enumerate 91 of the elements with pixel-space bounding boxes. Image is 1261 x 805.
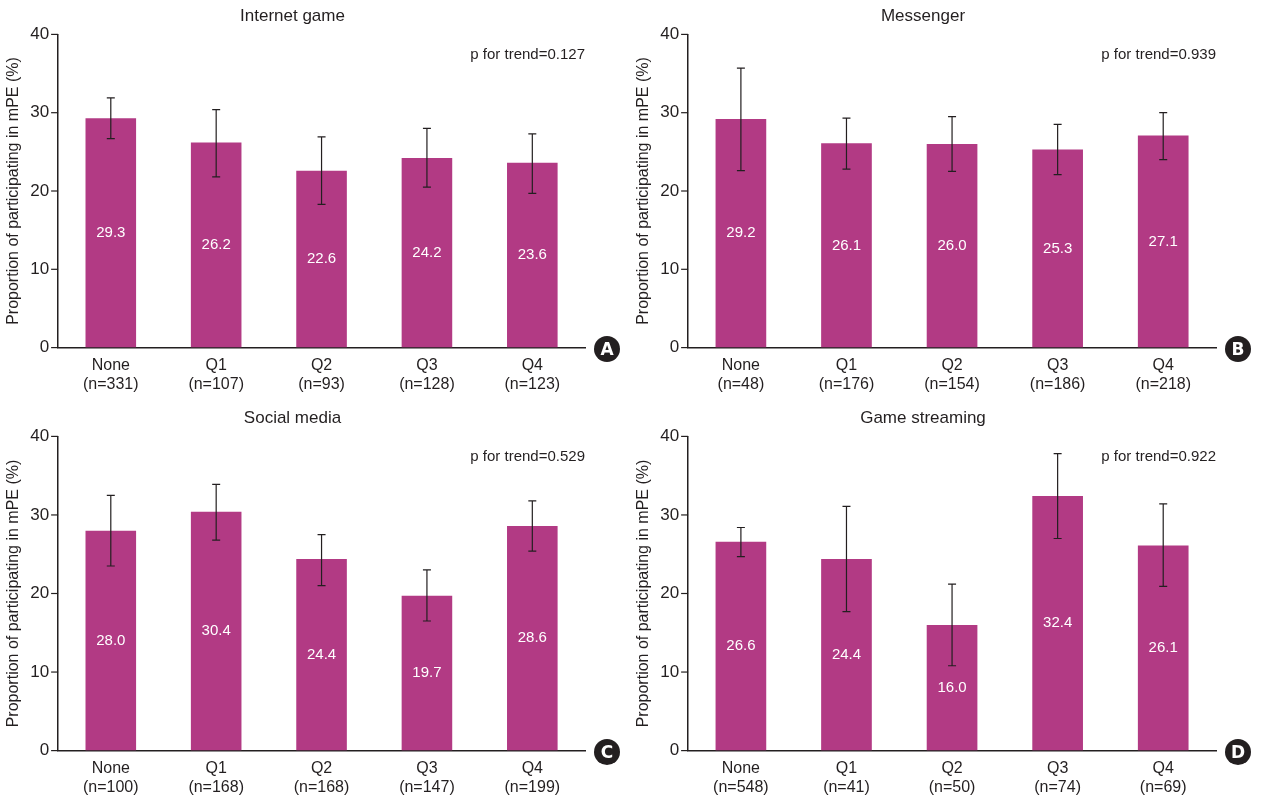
x-tick-label: None (n=548) <box>713 758 769 795</box>
data-label: 26.2 <box>201 235 231 253</box>
x-tick-label: Q4 (n=123) <box>504 355 561 392</box>
x-tick-label: Q1 (n=168) <box>188 758 244 795</box>
data-label: 19.7 <box>412 663 442 681</box>
bar <box>85 530 137 751</box>
data-label: 28.6 <box>517 628 547 646</box>
data-label: 29.2 <box>726 223 756 241</box>
bar <box>821 558 872 751</box>
data-label: 26.1 <box>831 235 862 253</box>
y-tick-label: 10 <box>660 258 680 278</box>
y-tick-label: 40 <box>30 426 50 446</box>
y-tick-label: 40 <box>30 24 50 44</box>
x-tick-label: Q3 (n=147) <box>399 758 455 795</box>
x-tick-label: Q4 (n=69) <box>1139 758 1187 795</box>
data-label: 23.6 <box>517 245 547 263</box>
data-label: 22.6 <box>306 249 337 267</box>
data-label: 25.3 <box>1043 238 1073 256</box>
x-tick-label: Q1 (n=176) <box>818 355 875 392</box>
y-tick-label: 20 <box>30 180 50 200</box>
bar <box>1137 545 1189 751</box>
bar <box>507 525 558 751</box>
y-tick-label: 40 <box>660 426 680 446</box>
y-tick-label: 30 <box>660 102 680 122</box>
bar <box>1032 496 1083 751</box>
x-tick-label: Q2 (n=154) <box>924 355 980 392</box>
y-tick-label: 0 <box>39 740 50 760</box>
x-tick-label: Q3 (n=74) <box>1034 758 1081 795</box>
y-tick-label: 20 <box>660 180 680 200</box>
y-tick-label: 40 <box>660 24 680 44</box>
chart-title: Social media <box>243 407 342 427</box>
data-label: 28.0 <box>96 630 126 648</box>
data-label: 24.4 <box>831 644 862 662</box>
y-axis-title: Proportion of participating in mPE (%) <box>4 57 22 325</box>
x-tick-label: None (n=331) <box>83 355 139 392</box>
annotation: p for trend=0.939 <box>1101 44 1216 62</box>
x-tick-label: Q4 (n=199) <box>504 758 561 795</box>
y-axis-title: Proportion of participating in mPE (%) <box>634 459 652 728</box>
data-label: 26.6 <box>726 636 756 654</box>
data-label: 26.0 <box>937 235 967 253</box>
data-label: 26.1 <box>1148 638 1178 656</box>
x-tick-label: Q1 (n=41) <box>823 758 870 795</box>
text: B <box>1225 336 1251 362</box>
data-label: 32.4 <box>1043 613 1073 631</box>
x-tick-label: None (n=100) <box>83 758 139 795</box>
bar <box>507 162 558 348</box>
annotation: p for trend=0.922 <box>1101 446 1216 464</box>
x-tick-label: Q2 (n=93) <box>298 355 345 392</box>
bar <box>296 558 347 751</box>
annotation: p for trend=0.529 <box>470 446 585 464</box>
y-tick-label: 30 <box>660 504 680 524</box>
y-tick-label: 10 <box>30 258 50 278</box>
y-tick-label: 0 <box>669 337 680 357</box>
bar <box>926 624 978 751</box>
data-label: 30.4 <box>201 621 231 639</box>
bar <box>190 142 242 348</box>
x-tick-label: Q1 (n=107) <box>188 355 244 392</box>
bar <box>85 118 137 348</box>
chart-title: Game streaming <box>860 407 986 427</box>
y-tick-label: 20 <box>30 583 50 603</box>
bar <box>401 595 453 751</box>
x-tick-label: Q4 (n=218) <box>1135 355 1192 392</box>
data-label: 24.2 <box>412 243 442 260</box>
text: D <box>1225 739 1251 765</box>
bar <box>296 170 347 348</box>
x-tick-label: Q2 (n=168) <box>293 758 350 795</box>
y-tick-label: 20 <box>660 583 680 603</box>
bar <box>715 541 767 751</box>
bar <box>401 158 453 348</box>
y-tick-label: 0 <box>669 740 680 760</box>
x-tick-label: Q3 (n=128) <box>399 355 455 392</box>
data-label: 24.4 <box>306 644 337 662</box>
y-axis-title: Proportion of participating in mPE (%) <box>4 459 22 728</box>
text: C <box>594 739 620 765</box>
y-tick-label: 30 <box>30 504 50 524</box>
y-tick-label: 30 <box>30 102 50 122</box>
y-tick-label: 10 <box>30 661 50 681</box>
y-axis-title: Proportion of participating in mPE (%) <box>634 57 652 325</box>
bar <box>190 511 242 751</box>
y-tick-label: 10 <box>660 661 680 681</box>
data-label: 29.3 <box>96 223 126 241</box>
data-label: 16.0 <box>937 677 967 695</box>
chart-title: Messenger <box>880 5 966 25</box>
chart-title: Internet game <box>240 5 345 25</box>
annotation: p for trend=0.127 <box>470 44 585 62</box>
x-tick-label: None (n=48) <box>717 355 765 392</box>
y-tick-label: 0 <box>39 337 50 357</box>
x-tick-label: Q2 (n=50) <box>928 758 976 795</box>
data-label: 27.1 <box>1148 231 1178 249</box>
x-tick-label: Q3 (n=186) <box>1029 355 1086 392</box>
text: A <box>594 336 620 362</box>
